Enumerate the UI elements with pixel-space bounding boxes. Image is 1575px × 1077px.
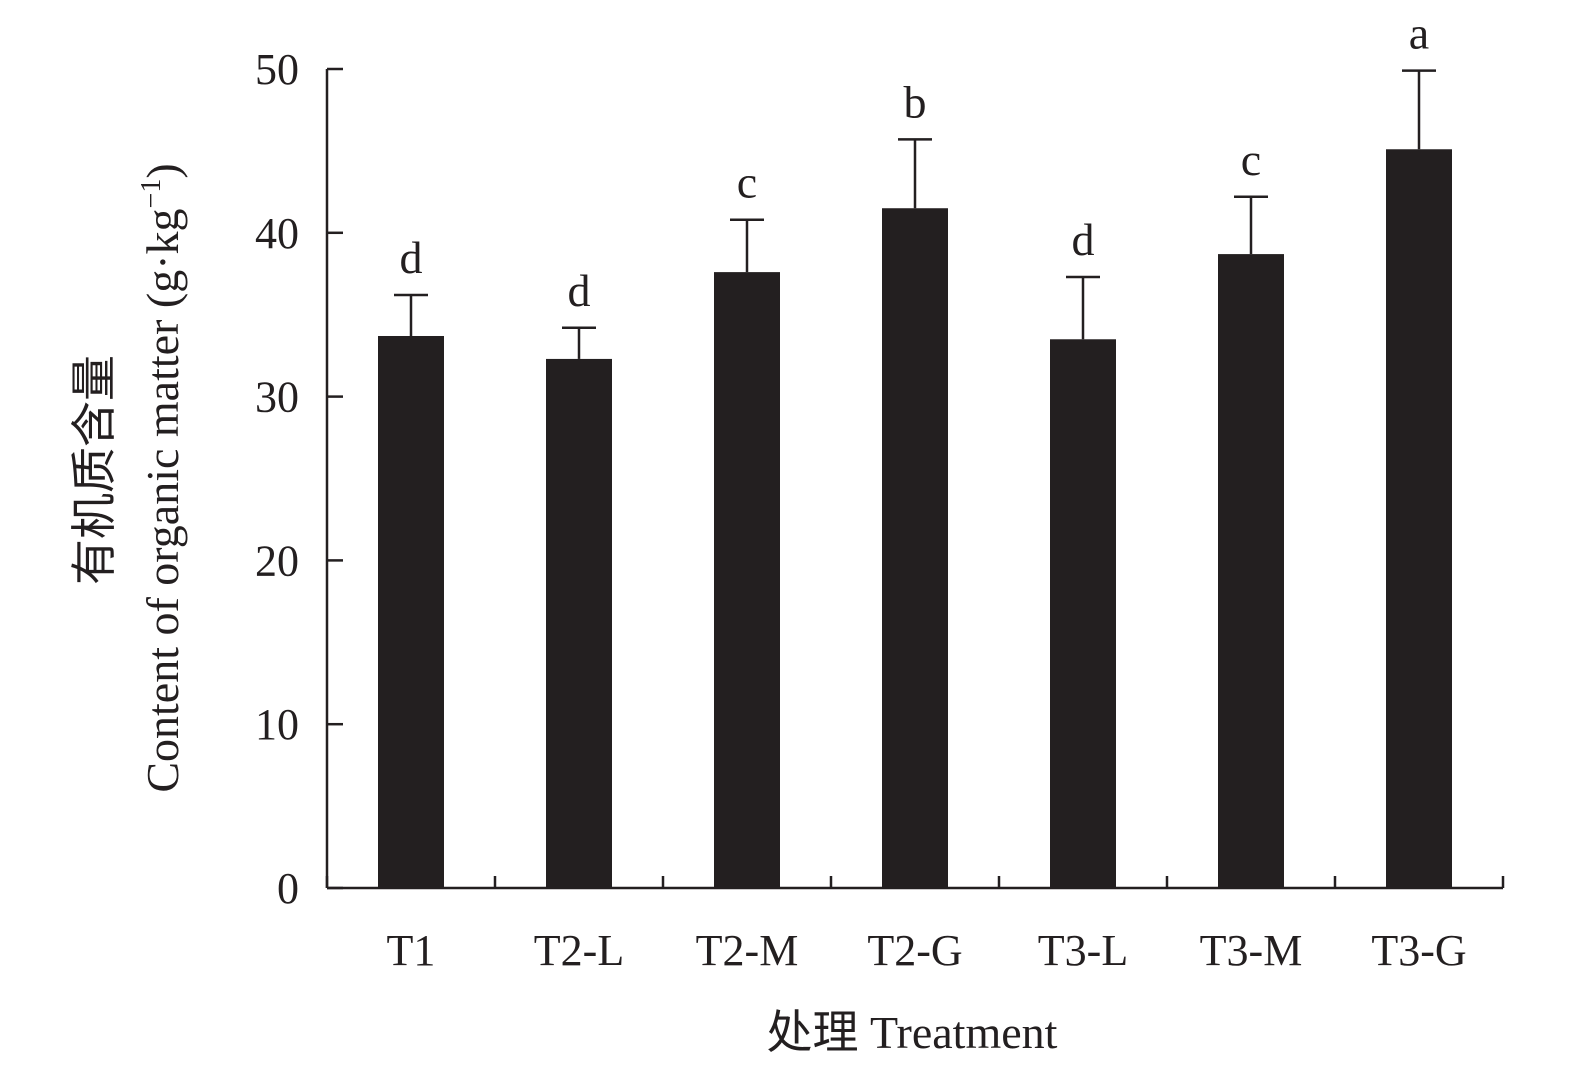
significance-label: a bbox=[1409, 8, 1429, 59]
x-tick-label: T3-G bbox=[1371, 926, 1466, 975]
bar bbox=[1386, 149, 1452, 889]
y-axis-title-main: Content of organic matter (g·kg bbox=[137, 208, 188, 792]
y-axis-title-end: ) bbox=[137, 163, 188, 178]
bar bbox=[714, 272, 780, 888]
y-axis-title-line2: Content of organic matter (g·kg−1) bbox=[136, 163, 188, 792]
significance-label: c bbox=[737, 157, 757, 208]
y-tick-label: 20 bbox=[255, 536, 299, 585]
significance-label: d bbox=[568, 265, 591, 316]
bar bbox=[882, 208, 948, 889]
y-tick-label: 0 bbox=[277, 864, 299, 913]
significance-label: d bbox=[1072, 214, 1095, 265]
x-tick-label: T2-G bbox=[867, 926, 962, 975]
y-tick-label: 10 bbox=[255, 700, 299, 749]
axes: 0 10 20 30 40 50 bbox=[255, 45, 1505, 913]
x-tick-label: T3-L bbox=[1038, 926, 1128, 975]
x-tick-label: T1 bbox=[387, 926, 436, 975]
y-axis-title-line1: 有机质含量 bbox=[69, 355, 120, 585]
y-tick-label: 40 bbox=[255, 209, 299, 258]
bar bbox=[1218, 254, 1284, 888]
significance-label: c bbox=[1241, 134, 1261, 185]
x-tick-label: T2-L bbox=[534, 926, 624, 975]
x-tick-label: T3-M bbox=[1200, 926, 1303, 975]
x-tick-label: T2-M bbox=[696, 926, 799, 975]
error-bars bbox=[394, 69, 1436, 359]
significance-label: d bbox=[400, 232, 423, 283]
bar bbox=[546, 358, 612, 888]
bar bbox=[378, 335, 444, 888]
significance-label: b bbox=[904, 76, 927, 127]
y-tick-label: 50 bbox=[255, 45, 299, 94]
y-tick-label: 30 bbox=[255, 373, 299, 422]
labels: d T1 d T2-L c T2-M b T2-G d T3-L c T3-M a T3-G bbox=[387, 8, 1467, 975]
bar bbox=[1050, 339, 1116, 888]
bars bbox=[378, 149, 1452, 889]
x-axis-title: 处理 Treatment bbox=[767, 1007, 1058, 1058]
y-axis-title-sup: −1 bbox=[136, 179, 167, 209]
